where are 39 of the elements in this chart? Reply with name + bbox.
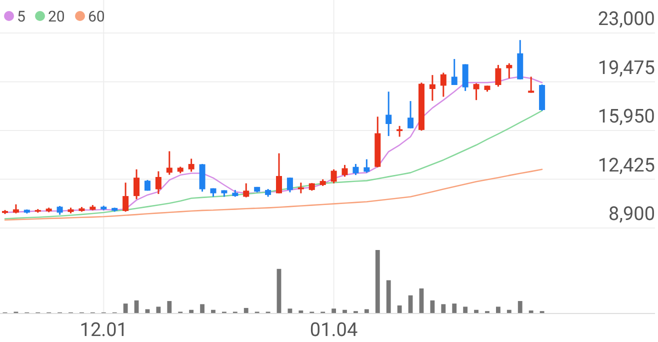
- bar: [167, 301, 172, 313]
- bar: [375, 250, 380, 313]
- bar: [518, 301, 522, 313]
- y-tick-label: 12,425: [598, 153, 655, 176]
- bar: [288, 308, 292, 313]
- bar: [156, 306, 161, 313]
- bar: [452, 304, 457, 313]
- bar: [211, 310, 216, 313]
- bar: [441, 304, 446, 313]
- bar: [506, 310, 512, 313]
- bar: [364, 309, 369, 313]
- legend-label: 20: [48, 8, 65, 26]
- bar: [200, 304, 204, 313]
- x-tick-label: 01.04: [310, 318, 358, 341]
- bar: [342, 310, 347, 313]
- bar: [298, 310, 304, 313]
- bar: [244, 308, 248, 313]
- bar: [189, 310, 194, 313]
- bar: [430, 300, 435, 313]
- legend-label: 5: [17, 8, 26, 26]
- bar: [276, 268, 282, 313]
- bar: [496, 306, 500, 313]
- bar: [474, 310, 478, 313]
- bar: [386, 280, 391, 313]
- legend-label: 60: [88, 8, 105, 26]
- y-tick-label: 8,900: [608, 202, 655, 225]
- y-tick-label: 23,000: [598, 7, 655, 30]
- bar: [332, 308, 336, 313]
- bar: [123, 304, 128, 313]
- bar: [397, 305, 402, 313]
- bar: [145, 309, 150, 313]
- bar: [408, 295, 413, 313]
- bar: [463, 306, 468, 313]
- x-tick-label: 12.01: [80, 318, 128, 341]
- bar: [528, 310, 534, 313]
- bar: [419, 288, 424, 313]
- bar: [134, 300, 139, 313]
- y-tick-label: 15,950: [598, 104, 655, 128]
- y-tick-label: 19,475: [598, 56, 655, 79]
